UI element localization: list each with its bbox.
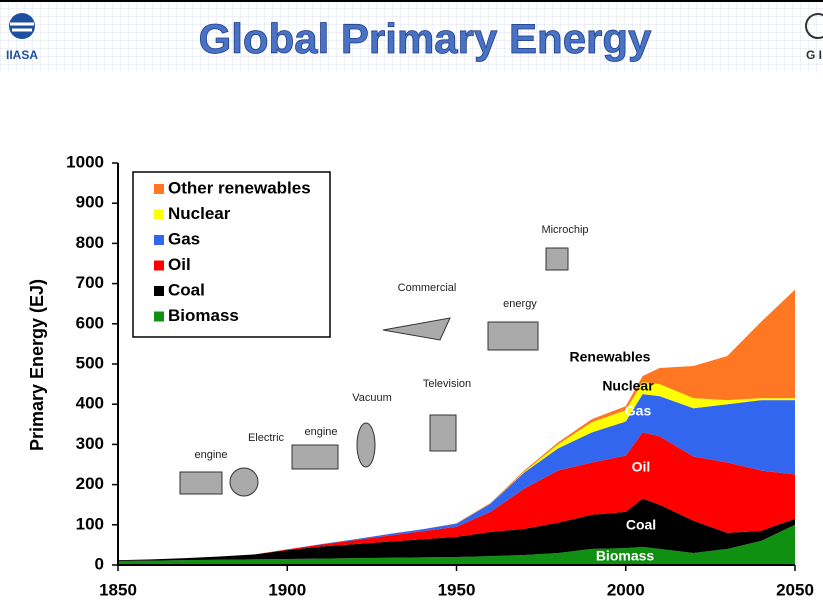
- annotation: Renewables: [570, 349, 651, 365]
- legend: Biomass Coal Oil Gas Nuclear Other renewables: [133, 172, 330, 337]
- x-tick-label: 1950: [438, 580, 476, 599]
- icon-label: Commercial: [398, 282, 457, 294]
- y-tick-label: 100: [76, 514, 104, 533]
- icon-vacuum: [357, 423, 375, 467]
- annotation: Gas: [625, 403, 652, 419]
- icon-label: Electric: [248, 432, 285, 444]
- y-tick-label: 800: [76, 233, 104, 252]
- legend-swatch: [154, 261, 164, 271]
- legend-label: Coal: [168, 280, 205, 299]
- page: {"header": {"logo_left": "IIASA", "logo_…: [0, 0, 823, 605]
- icon-label: Vacuum: [352, 392, 392, 404]
- x-tick-label: 2050: [776, 580, 814, 599]
- legend-swatch: [154, 235, 164, 245]
- logo-left: IIASA: [6, 48, 38, 62]
- icon-car: [292, 445, 338, 469]
- legend-label: Biomass: [168, 306, 239, 325]
- icon-label: Microchip: [541, 224, 588, 236]
- legend-swatch: [154, 210, 164, 220]
- x-tick-label: 1900: [268, 580, 306, 599]
- legend-label: Nuclear: [168, 204, 231, 223]
- legend-swatch: [154, 312, 164, 322]
- annotation: Biomass: [596, 548, 655, 564]
- y-tick-label: 700: [76, 273, 104, 292]
- legend-label: Other renewables: [168, 178, 311, 197]
- icon-plant: [488, 322, 538, 350]
- y-tick-label: 300: [76, 434, 104, 453]
- annotation: Coal: [626, 517, 656, 533]
- y-tick-label: 400: [76, 394, 104, 413]
- slide: IIASA G I Global Primary Energy Primary …: [0, 0, 823, 605]
- icon-chip: [546, 248, 568, 270]
- y-tick-label: 600: [76, 313, 104, 332]
- y-tick-label: 500: [76, 353, 104, 372]
- icon-label: Television: [423, 378, 471, 390]
- x-tick-label: 1850: [99, 580, 137, 599]
- icon-plane: [383, 318, 450, 340]
- icon-electric: [230, 468, 258, 496]
- plot: 0 100 200 300 400 500 600 700 800 900 1000 1850 1900…: [66, 152, 814, 599]
- annotation: Nuclear: [602, 378, 654, 394]
- annotation: Oil: [632, 459, 651, 475]
- icon-label: engine: [194, 449, 227, 461]
- y-tick-label: 1000: [66, 152, 104, 171]
- y-tick-label: 200: [76, 474, 104, 493]
- y-tick-label: 0: [95, 554, 104, 573]
- y-tick-label: 900: [76, 193, 104, 212]
- legend-label: Gas: [168, 229, 200, 248]
- x-tick-label: 2000: [607, 580, 645, 599]
- icon-label: engine: [304, 426, 337, 438]
- legend-swatch: [154, 286, 164, 296]
- logo-right: G I: [806, 48, 822, 62]
- y-axis-label: Primary Energy (EJ): [27, 279, 47, 451]
- icon-tv: [430, 415, 456, 451]
- legend-label: Oil: [168, 255, 191, 274]
- icon-label: energy: [503, 298, 537, 310]
- legend-swatch: [154, 184, 164, 194]
- icon-engine: [180, 472, 222, 494]
- logo-left-icon: [9, 13, 35, 39]
- chart-title: Global Primary Energy: [199, 15, 652, 62]
